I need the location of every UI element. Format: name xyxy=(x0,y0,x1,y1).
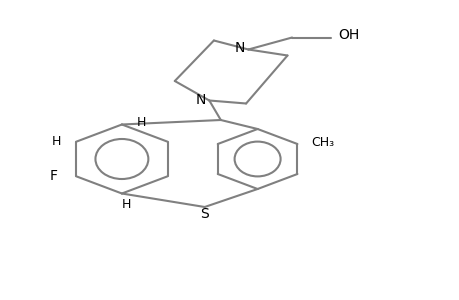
Text: F: F xyxy=(50,169,58,183)
Text: H: H xyxy=(122,198,131,212)
Text: N: N xyxy=(196,94,206,107)
Text: S: S xyxy=(200,207,209,220)
Text: OH: OH xyxy=(337,28,358,42)
Text: CH₃: CH₃ xyxy=(310,136,334,149)
Text: N: N xyxy=(235,41,245,55)
Text: H: H xyxy=(52,135,62,148)
Text: H: H xyxy=(136,116,146,130)
